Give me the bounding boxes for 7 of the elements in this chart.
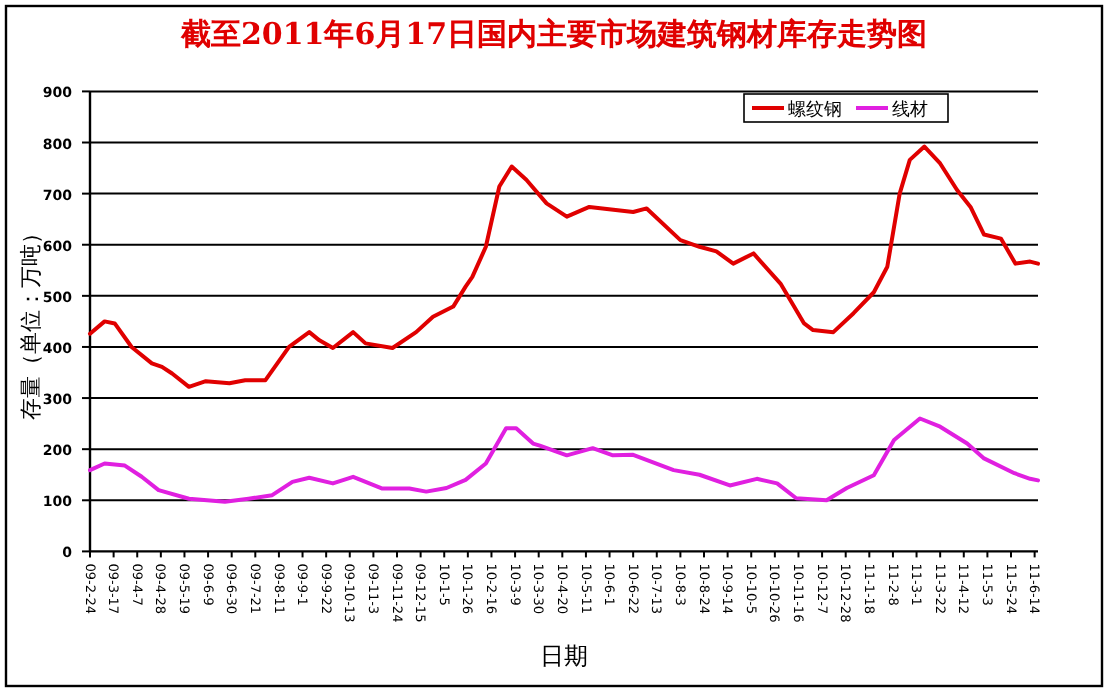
line-series — [88, 144, 1040, 389]
legend-label: 线材 — [892, 99, 928, 121]
line-series — [88, 416, 1040, 504]
legend-label: 螺纹钢 — [788, 99, 842, 121]
x-axis-title: 日期 — [540, 642, 588, 670]
chart-title: 截至2011年6月17日国内主要市场建筑钢材库存走势图 — [178, 16, 928, 52]
y-axis-title: 存量（单位：万吨） — [18, 222, 44, 421]
